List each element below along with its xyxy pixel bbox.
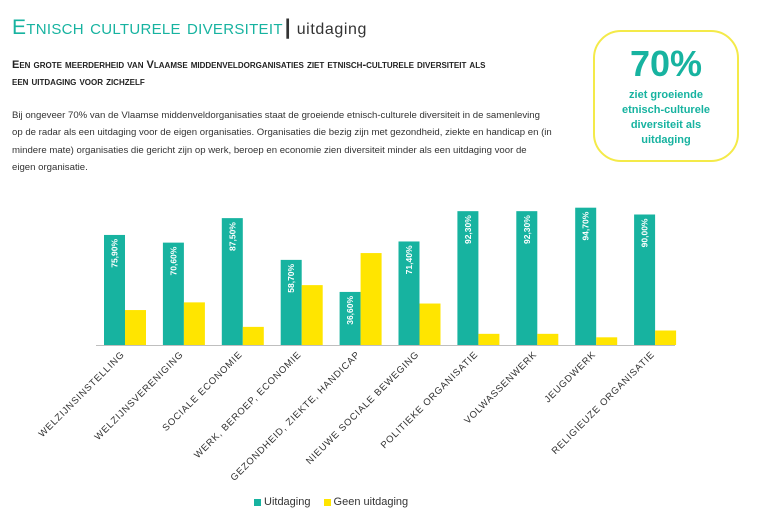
bar-geen-uitdaging [655, 330, 677, 345]
bar-uitdaging [398, 241, 420, 345]
page-title: Etnisch culturele diversiteit| uitdaging [12, 16, 367, 42]
category-label: WERK, BEROEP, ECONOMIE [192, 349, 304, 461]
legend-swatch-geen-uitdaging [323, 498, 331, 506]
bar-uitdaging [221, 218, 243, 345]
bar-geen-uitdaging [537, 333, 559, 345]
title-main: Etnisch culturele diversiteit [12, 16, 283, 39]
highlight-value: 70% [629, 43, 703, 84]
legend-item-geen-uitdaging: Geen uitdaging [323, 496, 409, 508]
bar-geen-uitdaging [419, 303, 441, 345]
category-label: RELIGIEUZE ORGANISATIE [550, 349, 657, 456]
category-label: POLITIEKE ORGANISATIE [379, 349, 481, 451]
data-label-uitdaging: 36,60% [345, 296, 355, 325]
bar-geen-uitdaging [478, 333, 500, 345]
bar-geen-uitdaging [242, 326, 264, 345]
legend-label-uitdaging: Uitdaging [264, 496, 311, 508]
legend-swatch-uitdaging [254, 498, 261, 506]
legend-label-geen-uitdaging: Geen uitdaging [333, 496, 409, 508]
chart-legend: Uitdaging Geen uitdaging [254, 496, 418, 509]
bar-uitdaging [634, 214, 656, 345]
title-separator: | [284, 16, 291, 39]
highlight-label: ziet groeiende etnisch-culturele diversi… [621, 89, 711, 146]
highlight-callout: 70% ziet groeiende etnisch-culturele div… [593, 30, 739, 162]
bar-geen-uitdaging [125, 310, 146, 345]
data-label-uitdaging: 94,70% [581, 211, 591, 240]
data-label-uitdaging: 92,30% [522, 215, 532, 244]
data-label-uitdaging: 92,30% [463, 215, 473, 244]
title-section: uitdaging [296, 21, 368, 38]
legend-item-uitdaging: Uitdaging [254, 496, 310, 508]
bar-uitdaging [575, 207, 597, 345]
data-label-uitdaging: 90,00% [640, 218, 650, 247]
category-label: JEUGDWERK [543, 349, 599, 405]
data-label-uitdaging: 87,50% [227, 222, 237, 251]
bar-uitdaging [457, 211, 479, 345]
bar-geen-uitdaging [596, 337, 618, 345]
bar-geen-uitdaging [301, 285, 323, 345]
bar-uitdaging [104, 234, 125, 345]
body-paragraph: Bij ongeveer 70% van de Vlaamse middenve… [12, 110, 552, 173]
bar-geen-uitdaging [360, 253, 382, 345]
data-label-uitdaging: 70,60% [168, 246, 178, 275]
data-label-uitdaging: 75,90% [110, 239, 120, 268]
bar-geen-uitdaging [183, 302, 205, 345]
bar-uitdaging [516, 211, 538, 345]
bar-uitdaging [162, 242, 184, 345]
data-label-uitdaging: 58,70% [286, 263, 296, 292]
category-label: NIEUWE SOCIALE BEWEGING [304, 349, 421, 466]
bar-uitdaging [280, 259, 302, 345]
data-label-uitdaging: 71,40% [404, 245, 414, 274]
subtitle: Een grote meerderheid van Vlaamse midden… [12, 59, 486, 88]
category-label: GEZONDHEID, ZIEKTE, HANDICAP [229, 349, 363, 483]
bar-uitdaging [339, 291, 361, 345]
